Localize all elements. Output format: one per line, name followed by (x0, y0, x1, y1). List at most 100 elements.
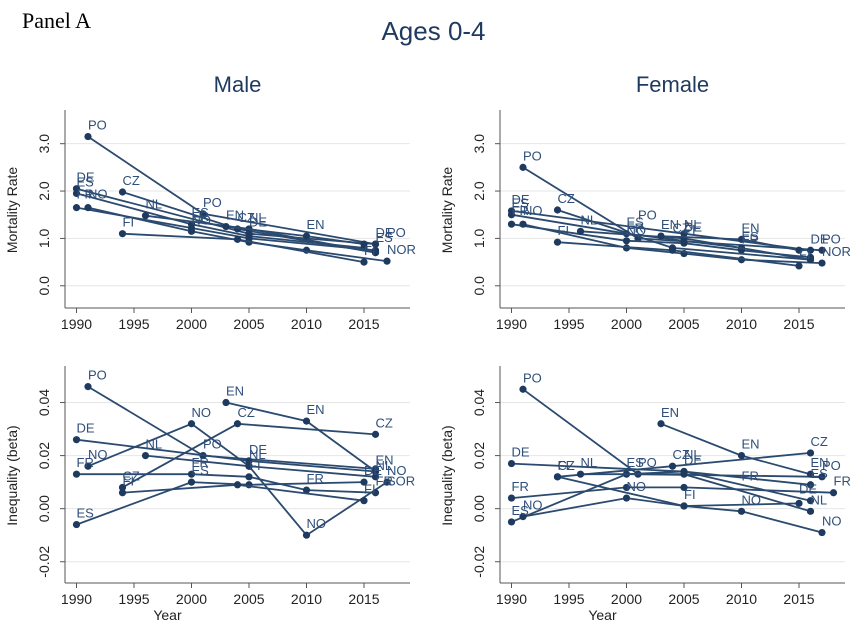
data-point (187, 470, 196, 478)
data-point (622, 494, 631, 502)
point-label: NO (88, 447, 108, 462)
x-axis-label: Year (588, 607, 617, 623)
point-label: ES (192, 205, 210, 220)
point-label: SOR (387, 474, 415, 489)
point-label: ES (512, 196, 530, 211)
x-tick-label: 2010 (726, 591, 757, 607)
point-label: DE (249, 215, 267, 230)
data-point (507, 518, 516, 526)
data-point (371, 473, 380, 481)
point-label: FI (249, 458, 261, 473)
y-tick-label: 2.0 (471, 181, 487, 201)
point-label: DE (512, 192, 530, 207)
data-point (795, 246, 803, 254)
point-label: NO (627, 223, 647, 238)
point-label: FI (684, 487, 696, 502)
y-tick-label: -0.02 (471, 546, 487, 578)
data-point (72, 436, 81, 444)
point-label: PO (822, 231, 841, 246)
x-tick-label: 1995 (553, 591, 584, 607)
data-point (818, 259, 826, 267)
data-point (818, 473, 826, 481)
data-point (383, 257, 391, 265)
series-line (511, 470, 811, 523)
data-point (84, 383, 92, 391)
point-label: NL (249, 447, 266, 462)
point-label: FR (307, 471, 324, 486)
data-point (806, 497, 815, 505)
point-label: ES (627, 215, 645, 230)
y-tick-label: 0.02 (471, 442, 487, 469)
x-tick-label: 1990 (61, 591, 92, 607)
data-point (141, 452, 150, 460)
point-label: NO (627, 479, 647, 494)
data-point (187, 227, 196, 235)
y-tick-label: 0.04 (36, 389, 52, 416)
y-axis-label: Inequality (beta) (439, 425, 455, 525)
data-point (72, 189, 81, 198)
data-point (72, 204, 81, 212)
series-line (76, 192, 365, 249)
data-point (806, 449, 815, 457)
data-point (187, 478, 196, 486)
point-label: DE (684, 453, 702, 468)
data-point (233, 420, 242, 428)
point-label: NL (146, 437, 163, 452)
point-label: FR (192, 455, 209, 470)
point-label: PO (638, 208, 657, 223)
data-point (818, 246, 826, 254)
point-label: FR (376, 474, 393, 489)
data-point (829, 489, 838, 497)
data-point (507, 220, 516, 228)
point-label: DE (249, 442, 267, 457)
data-point (806, 481, 815, 489)
point-label: PO (523, 148, 542, 163)
data-point (622, 483, 631, 492)
data-point (118, 230, 127, 238)
x-tick-label: 2010 (291, 591, 322, 607)
data-point (72, 470, 81, 478)
point-label: FI (684, 222, 696, 237)
y-axis-label: Mortality Rate (439, 167, 455, 254)
point-label: ES (376, 230, 394, 245)
data-point (360, 478, 368, 486)
data-point (622, 237, 631, 245)
point-label: NO (523, 498, 543, 513)
panel-title: Female (636, 72, 709, 97)
data-point (806, 470, 815, 478)
x-tick-label: 2015 (348, 591, 379, 607)
data-point (680, 470, 688, 478)
x-tick-label: 2000 (611, 316, 642, 332)
data-point (360, 497, 368, 505)
data-point (519, 385, 527, 393)
y-tick-label: 3.0 (471, 134, 487, 154)
point-label: NL (581, 212, 598, 227)
point-label: CZ (673, 447, 690, 462)
data-point (360, 240, 368, 248)
point-label: NL (376, 458, 393, 473)
y-tick-label: 0.00 (36, 495, 52, 522)
data-point (668, 462, 677, 470)
data-point (657, 420, 665, 428)
data-point (806, 507, 815, 515)
x-tick-label: 1995 (118, 591, 149, 607)
data-point (737, 507, 746, 515)
point-label: PO (203, 195, 222, 210)
point-label: PO (88, 118, 107, 133)
data-point (302, 486, 311, 494)
point-label: DE (512, 445, 530, 460)
point-label: CZ (238, 210, 255, 225)
data-point (371, 240, 380, 248)
x-tick-label: 1995 (553, 316, 584, 332)
point-label: DE (364, 463, 382, 478)
data-point (553, 473, 562, 481)
data-point (657, 232, 665, 240)
data-point (302, 417, 311, 425)
point-label: NL (684, 217, 701, 232)
series-line (511, 486, 834, 499)
point-label: DE (77, 170, 95, 185)
point-label: DE (811, 231, 829, 246)
point-label: EN (376, 453, 394, 468)
data-point (806, 246, 815, 254)
x-tick-label: 2005 (668, 316, 699, 332)
